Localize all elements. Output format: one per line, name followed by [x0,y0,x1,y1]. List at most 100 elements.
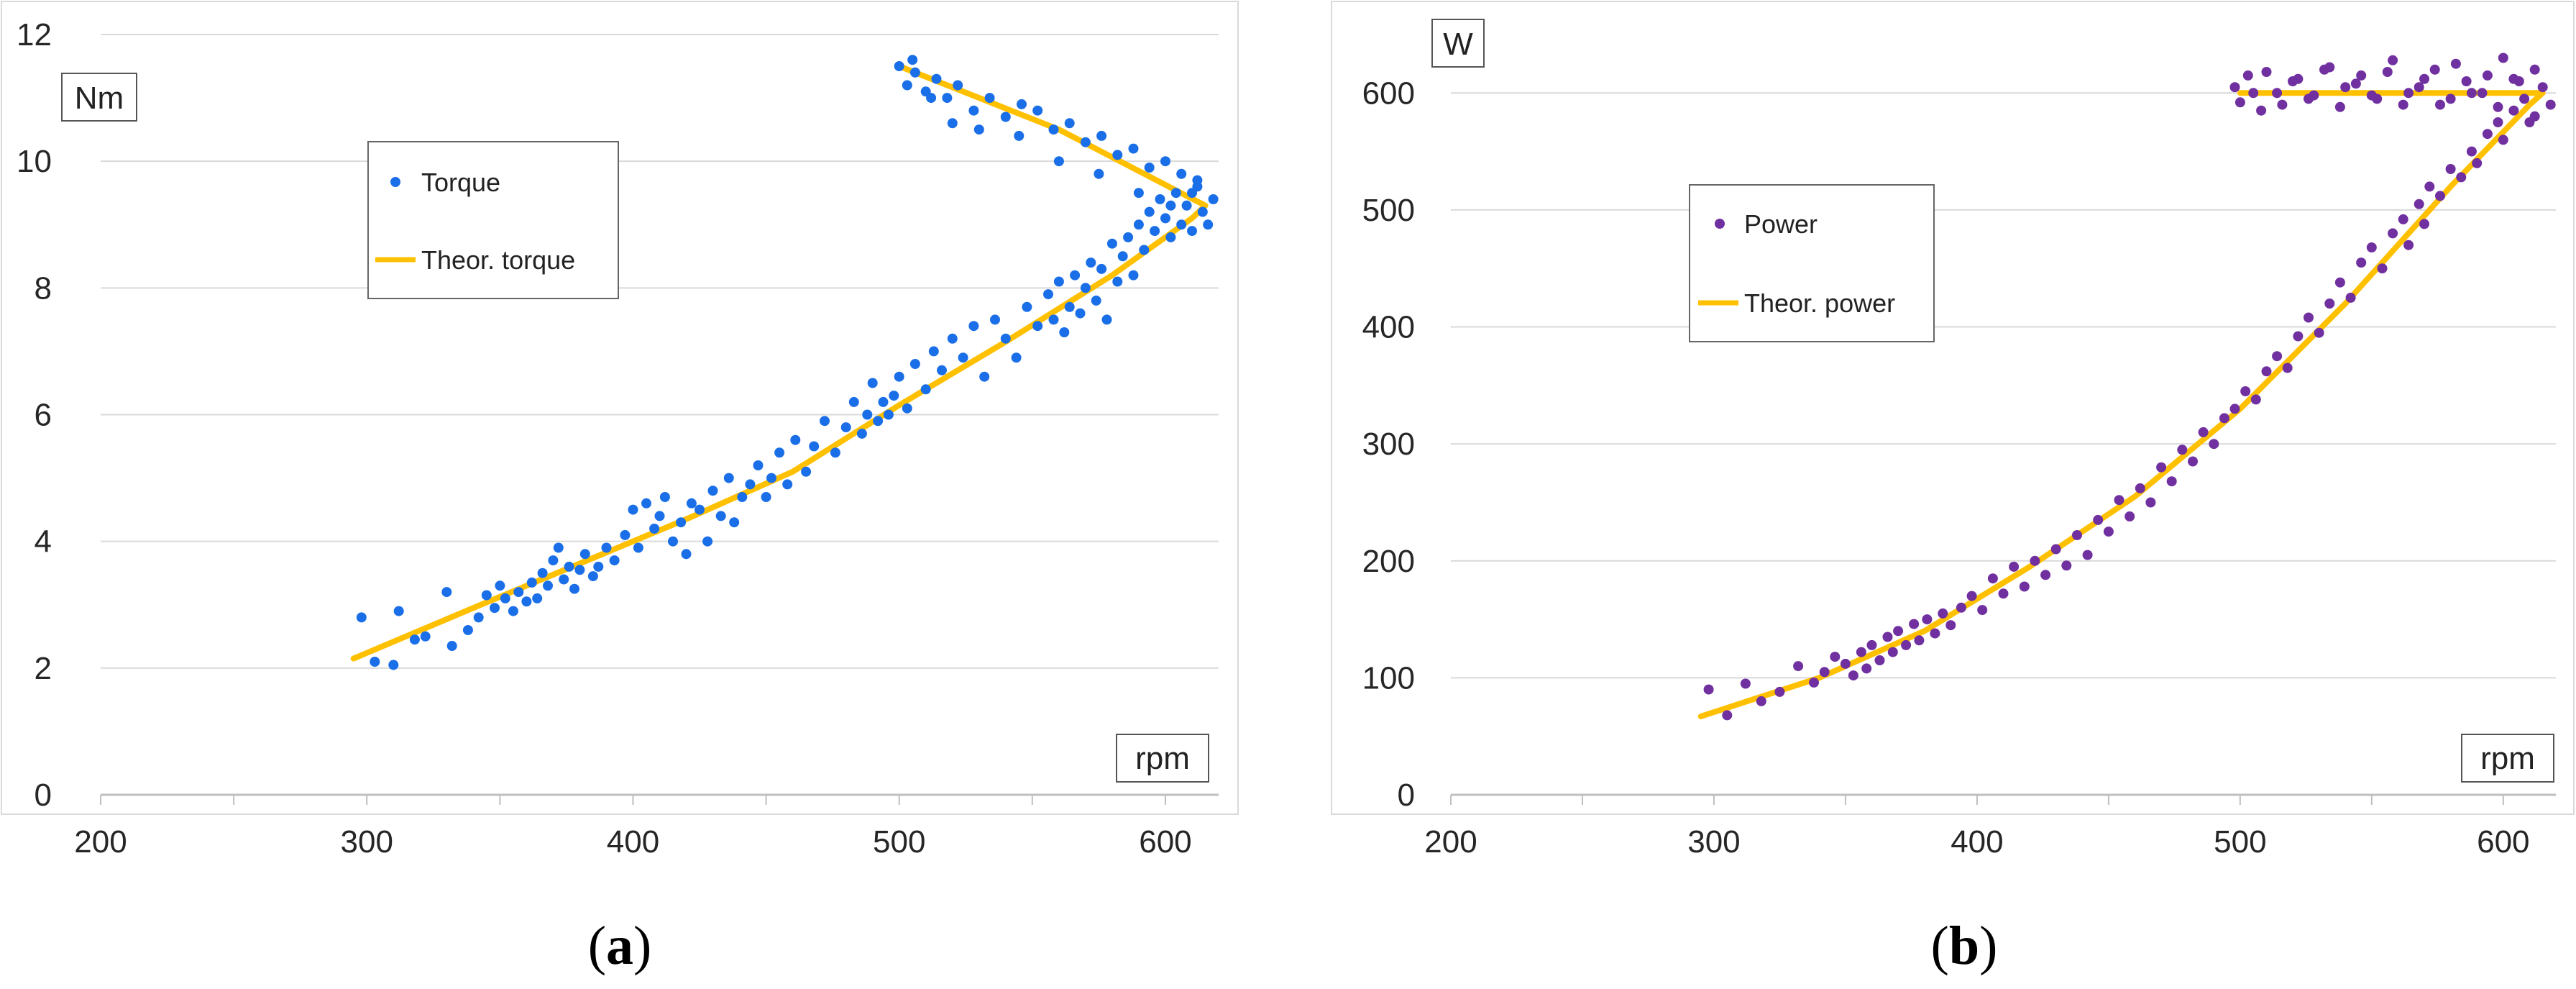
y-tick-label: 500 [1362,193,1415,228]
data-point [2019,581,2030,592]
data-point [537,568,548,578]
data-point [1956,602,1966,613]
data-point [926,93,937,104]
data-point [2009,561,2020,572]
data-point [947,333,958,344]
data-point [543,580,553,591]
data-point [1774,686,1785,697]
x-tick-label: 500 [873,824,925,860]
data-point [1165,200,1176,211]
data-point [809,441,820,452]
y-tick-label: 600 [1362,76,1415,111]
data-point [702,536,713,547]
data-point [2177,445,2188,455]
data-point [2350,78,2361,89]
data-point [2493,101,2503,112]
data-point [958,352,968,363]
data-point [1208,194,1219,204]
data-point [490,603,500,614]
data-point [2377,263,2388,274]
data-point [1866,639,1877,650]
x-tick-label: 300 [1687,824,1740,860]
data-point [1112,276,1123,287]
y-tick-label: 6 [35,398,52,433]
data-point [1000,333,1011,344]
data-point [1155,194,1165,204]
data-point [553,542,564,553]
data-point [1977,605,1988,616]
x-tick-label: 600 [1139,824,1191,860]
data-point [681,549,692,560]
data-point [774,447,785,458]
data-point [2272,351,2283,362]
data-point [1840,658,1851,669]
data-point [409,634,420,645]
data-point [1080,137,1091,147]
data-point [1922,614,1933,625]
data-point [862,409,873,420]
x-axis-label: rpm [1135,741,1190,776]
data-point [2545,99,2556,110]
legend: Power Theor. power [1689,184,1935,342]
data-point [559,574,569,585]
line-layer [1697,90,2546,719]
data-point [2508,105,2519,116]
data-point [2209,439,2219,450]
gridlines [101,34,1219,669]
data-point [441,587,452,598]
data-point [2030,555,2040,566]
x-tick-label: 300 [341,824,393,860]
y-tick-label: 300 [1362,427,1415,462]
data-point [2472,158,2483,168]
data-point [2466,88,2477,99]
data-point [937,365,947,375]
data-point [1096,263,1107,274]
y-unit-box: Nm [61,73,137,122]
data-point [1909,619,1920,629]
data-point [1048,314,1059,325]
data-point [2240,386,2251,396]
y-tick-label: 0 [35,778,52,813]
data-point [1874,655,1885,665]
data-point [2356,70,2367,81]
data-point [973,124,984,135]
data-point [1740,678,1751,689]
y-tick-label: 4 [35,524,52,560]
data-point [1144,163,1155,173]
data-point [2324,298,2335,309]
data-point [2135,483,2145,493]
chart-frame [1,1,1239,815]
data-point [601,542,612,553]
data-point [1053,276,1064,287]
data-point [420,631,431,642]
panel-label-b: (b) [1931,916,1998,976]
data-point [2198,427,2209,437]
panel-label-a: (a) [588,916,652,976]
data-point [668,536,678,547]
data-point [1128,270,1139,281]
data-point [1819,667,1830,678]
x-tick-label: 400 [607,824,659,860]
data-point [1930,628,1940,639]
data-point [548,555,559,566]
data-point [481,590,492,601]
data-point [462,625,473,635]
data-point [1830,652,1841,662]
data-point [532,593,543,603]
data-point [1106,238,1117,249]
data-point [984,93,995,104]
data-point [1112,150,1123,160]
data-point [878,396,889,407]
data-point [1901,639,1912,650]
y-tick-label: 10 [17,144,52,179]
data-point [2345,292,2356,303]
data-point [1160,213,1170,224]
data-point [2229,404,2240,414]
data-point [2445,164,2456,174]
data-point [1703,684,1714,695]
data-point [2242,70,2253,81]
x-tick-labels: 200 300 400 500 600 [1424,824,2529,860]
data-point [790,434,801,445]
data-point [1170,188,1181,199]
